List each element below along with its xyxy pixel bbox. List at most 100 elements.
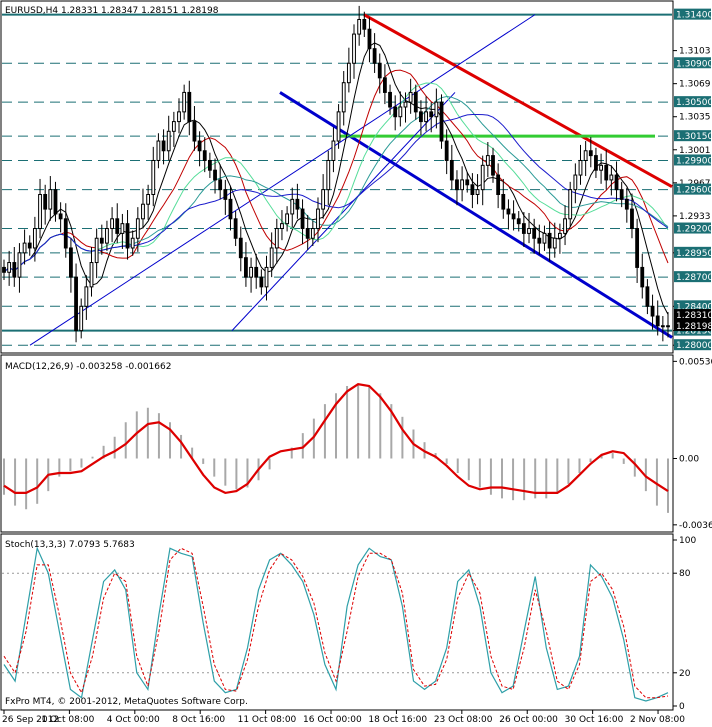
candle-body — [197, 140, 202, 152]
x-axis-label: 30 Oct 16:00 — [565, 715, 624, 725]
candle-body — [455, 179, 459, 191]
candle-body — [105, 228, 109, 244]
candle-body — [527, 228, 531, 234]
level-tag — [674, 57, 711, 69]
candle-body — [660, 325, 665, 328]
ma-blue-line — [3, 114, 669, 273]
candle-body — [609, 174, 614, 181]
candle-body — [640, 266, 645, 288]
candle-body — [115, 218, 120, 234]
price-axis-label: 1.3001 — [679, 146, 711, 156]
level-tag-label: 1.28700 — [676, 273, 712, 283]
level-tag-label: 1.30150 — [676, 132, 712, 142]
candle-body — [69, 247, 73, 278]
red-trendline — [363, 13, 673, 189]
candle-body — [552, 237, 557, 249]
stoch-axis-label: 100 — [679, 536, 696, 546]
candle-body — [300, 208, 305, 230]
blue-channel-line — [279, 91, 673, 339]
candle-body — [388, 91, 392, 108]
candle-body — [403, 101, 408, 108]
candle-body — [460, 179, 465, 191]
level-tag-label: 1.28400 — [676, 302, 712, 312]
stoch-pane-title: Stoch(13,3,3) 7.0793 5.7683 — [5, 540, 135, 550]
candle-body — [187, 91, 192, 123]
ma-red-line — [3, 69, 669, 273]
candle-body — [393, 106, 398, 118]
candle-body — [274, 228, 279, 249]
candle-body — [151, 159, 156, 196]
stoch-axis-label: 0 — [679, 702, 685, 712]
candle-body — [650, 305, 655, 317]
blue-uptrend-line-2 — [231, 92, 456, 331]
level-tag-label: 1.29200 — [676, 225, 712, 235]
macd-pane — [0, 354, 674, 533]
candle-body — [408, 91, 413, 103]
candle-body — [280, 223, 284, 230]
level-tag — [674, 8, 711, 20]
last-price-label: 1.28310 — [676, 311, 712, 321]
candle-body — [192, 121, 197, 142]
candle-body — [223, 189, 228, 200]
candle-body — [506, 208, 511, 215]
candle-body — [326, 159, 331, 191]
candle-body — [249, 266, 253, 278]
level-tag-label: 1.30500 — [676, 98, 712, 108]
candle-body — [521, 223, 526, 234]
level-tag-label: 1.31400 — [676, 11, 712, 21]
candle-body — [588, 150, 593, 157]
candle-body — [53, 189, 58, 215]
candle-body — [367, 28, 372, 50]
candle-body — [2, 266, 6, 273]
candle-body — [465, 179, 470, 186]
candle-body — [655, 315, 660, 327]
candle-body — [424, 111, 428, 123]
candle-body — [27, 242, 32, 249]
blue-uptrend-line — [29, 14, 536, 346]
level-tag-label: 1.30900 — [676, 59, 712, 69]
price-axis-label: 1.3103 — [679, 47, 711, 57]
candle-body — [244, 257, 248, 278]
candle-body — [218, 179, 223, 191]
candle-body — [285, 213, 290, 225]
price-axis-label: 1.2933 — [679, 212, 711, 222]
candle-body — [491, 155, 495, 176]
copyright-footer: FxPro MT4, © 2001-2012, MetaQuotes Softw… — [5, 697, 248, 707]
candle-body — [594, 155, 598, 171]
candle-body — [630, 208, 634, 230]
candle-body — [568, 189, 573, 220]
candle-body — [22, 242, 27, 254]
candle-body — [578, 159, 583, 176]
candle-body — [156, 140, 161, 161]
candle-body — [259, 276, 264, 288]
x-axis-label: 2 Nov 08:00 — [630, 715, 685, 725]
candle-body — [161, 140, 166, 152]
candle-body — [480, 164, 485, 191]
candle-body — [130, 237, 135, 249]
candle-body — [573, 174, 578, 191]
candle-body — [79, 305, 84, 332]
level-tag — [674, 96, 711, 108]
candle-body — [563, 218, 567, 234]
candle-body — [254, 266, 259, 278]
candle-body — [331, 140, 336, 161]
candle-body — [238, 237, 243, 259]
candle-body — [310, 228, 315, 239]
stoch-axis-label: 20 — [679, 669, 691, 679]
candle-body — [444, 140, 449, 161]
candle-body — [125, 223, 130, 249]
candle-body — [547, 232, 552, 249]
price-axis-label: 1.3035 — [679, 113, 711, 123]
level-tag-label: 1.29600 — [676, 186, 712, 196]
candle-body — [146, 194, 151, 205]
candle-body — [74, 276, 78, 332]
x-axis-label: 26 Sep 2012 — [2, 715, 59, 725]
x-axis-label: 8 Oct 16:00 — [172, 715, 225, 725]
candle-body — [58, 213, 63, 220]
x-axis-label: 16 Oct 00:00 — [303, 715, 362, 725]
level-tag — [674, 154, 711, 166]
candle-body — [357, 19, 362, 35]
candle-body — [511, 213, 516, 220]
candle-body — [207, 159, 212, 171]
x-axis-label: 1 Oct 08:00 — [41, 715, 94, 725]
